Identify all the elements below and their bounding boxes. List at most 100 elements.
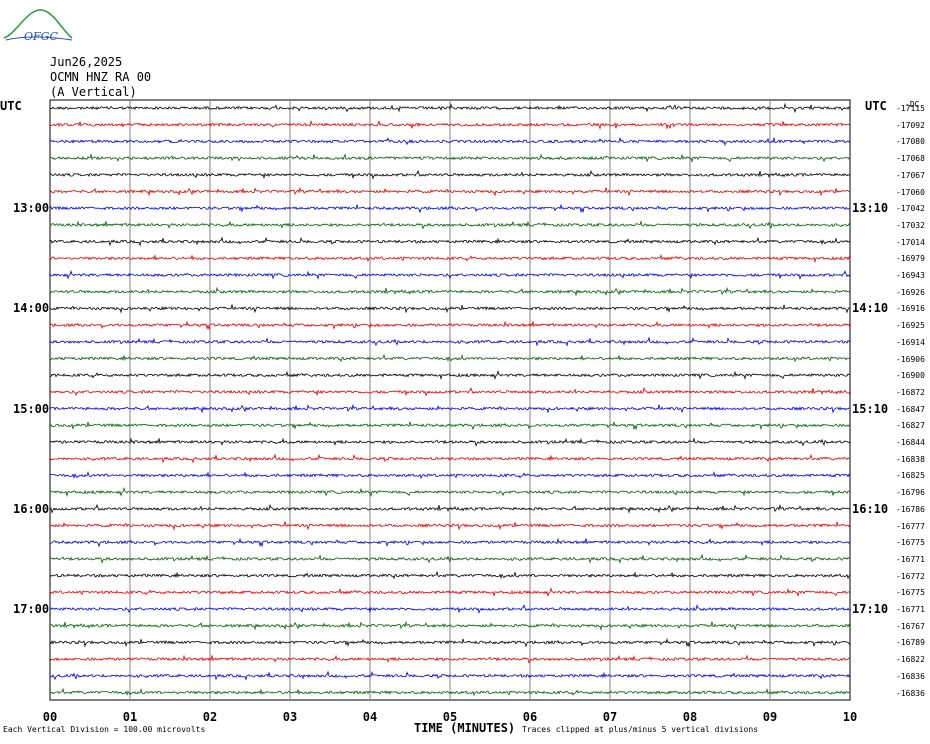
trace-mean-label: -16900 (896, 371, 925, 381)
trace-line-13 (49, 320, 851, 331)
trace-mean-label: -17032 (896, 220, 925, 230)
trace-line-7 (49, 220, 851, 230)
right-time-label: 16:10 (852, 501, 889, 516)
trace-mean-label: -17080 (896, 137, 925, 147)
trace-mean-label: -16767 (896, 621, 925, 631)
trace-mean-label: -17115 (896, 104, 925, 113)
trace-line-22 (49, 470, 851, 480)
trace-line-18 (49, 403, 851, 414)
trace-mean-label: -16916 (896, 304, 925, 314)
left-time-label: 16:00 (13, 501, 50, 516)
right-time-label: 17:10 (852, 602, 889, 616)
x-tick-label: 03 (282, 710, 298, 724)
x-tick-label: 00 (42, 710, 58, 724)
trace-line-17 (49, 386, 851, 397)
trace-mean-label: -16771 (896, 554, 925, 564)
x-tick-label: 08 (682, 710, 698, 724)
trace-line-35 (49, 687, 851, 697)
header-component: (A Vertical) (50, 85, 137, 99)
utc-label-right: UTC (865, 99, 887, 113)
trace-line-34 (49, 670, 851, 681)
footnote-clipping: Traces clipped at plus/minus 5 vertical … (522, 725, 759, 734)
trace-line-19 (49, 420, 851, 431)
right-time-label: 13:10 (852, 201, 889, 216)
header-date: Jun26,2025 (50, 55, 123, 69)
trace-line-10 (49, 269, 851, 280)
trace-mean-label: -16836 (896, 688, 925, 698)
left-time-label: 17:00 (13, 602, 50, 616)
x-tick-label: 07 (602, 710, 618, 724)
trace-line-27 (49, 553, 851, 564)
trace-line-12 (49, 304, 851, 314)
left-time-label: 13:00 (13, 201, 50, 216)
trace-mean-label: -16796 (896, 488, 925, 498)
trace-line-3 (49, 153, 850, 163)
trace-line-25 (49, 521, 851, 531)
trace-mean-label: -16926 (896, 287, 925, 297)
trace-line-21 (49, 453, 851, 464)
trace-line-23 (49, 486, 851, 498)
trace-line-1 (49, 119, 851, 130)
trace-mean-label: -16906 (896, 354, 925, 364)
right-time-label: 14:10 (852, 301, 889, 316)
left-time-label: 14:00 (13, 301, 50, 316)
trace-mean-label: -16836 (896, 671, 925, 681)
trace-line-0 (49, 102, 851, 114)
trace-mean-label: -16777 (896, 521, 925, 531)
chart-header: Jun26,2025 OCMN HNZ RA 00 (A Vertical) (50, 55, 151, 100)
x-tick-label: 09 (762, 710, 778, 724)
header-station: OCMN HNZ RA 00 (50, 70, 152, 84)
trace-mean-label: -16979 (896, 254, 925, 264)
trace-mean-label: -17042 (896, 204, 925, 214)
trace-line-16 (49, 370, 851, 381)
trace-line-6 (49, 203, 850, 214)
right-time-label: 15:10 (852, 401, 889, 416)
x-tick-label: 05 (442, 710, 458, 724)
trace-mean-label: -16775 (896, 588, 925, 598)
trace-mean-label: -17092 (896, 120, 925, 130)
x-tick-label: 04 (362, 710, 378, 724)
trace-line-5 (49, 186, 851, 197)
trace-mean-label: -16772 (896, 571, 925, 581)
trace-line-32 (49, 638, 851, 648)
trace-mean-label: -16838 (896, 454, 925, 464)
logo-text: OFGC (24, 30, 58, 43)
trace-line-28 (49, 570, 851, 580)
mean-header: -DC (905, 100, 920, 109)
x-axis-label: TIME (MINUTES) (414, 721, 516, 735)
trace-mean-label: -16847 (896, 404, 925, 414)
utc-label-left: UTC (0, 99, 22, 113)
x-tick-label: 10 (842, 710, 858, 724)
trace-mean-label: -16825 (896, 471, 925, 481)
trace-line-30 (49, 604, 851, 614)
trace-mean-label: -16786 (896, 504, 925, 514)
ofgc-logo: OFGC (2, 4, 74, 44)
trace-mean-label: -16771 (896, 605, 925, 614)
trace-line-8 (49, 236, 851, 247)
trace-line-33 (49, 654, 850, 664)
trace-mean-label: -16844 (896, 438, 925, 447)
grid-lines (49, 99, 851, 701)
trace-mean-label: -17068 (896, 154, 925, 164)
trace-mean-label: -16822 (896, 655, 925, 665)
x-tick-label: 01 (122, 710, 138, 724)
trace-line-20 (49, 437, 851, 447)
footnote-vertical-division: Each Vertical Division = 100.00 microvol… (3, 725, 206, 734)
trace-line-15 (49, 353, 851, 363)
trace-line-31 (49, 620, 851, 631)
trace-line-9 (49, 253, 851, 264)
left-time-label: 15:00 (13, 401, 50, 416)
trace-mean-label: -17014 (896, 237, 925, 247)
x-tick-label: 06 (522, 710, 538, 724)
trace-mean-label: -16943 (896, 271, 925, 280)
trace-line-24 (49, 503, 851, 514)
x-tick-label: 02 (202, 710, 218, 724)
trace-line-26 (49, 537, 851, 548)
trace-line-29 (49, 587, 851, 598)
trace-line-4 (49, 169, 851, 180)
trace-line-2 (49, 137, 851, 147)
seismic-traces (49, 102, 851, 697)
trace-mean-label: -17067 (896, 170, 925, 180)
trace-mean-label: -16827 (896, 421, 925, 431)
